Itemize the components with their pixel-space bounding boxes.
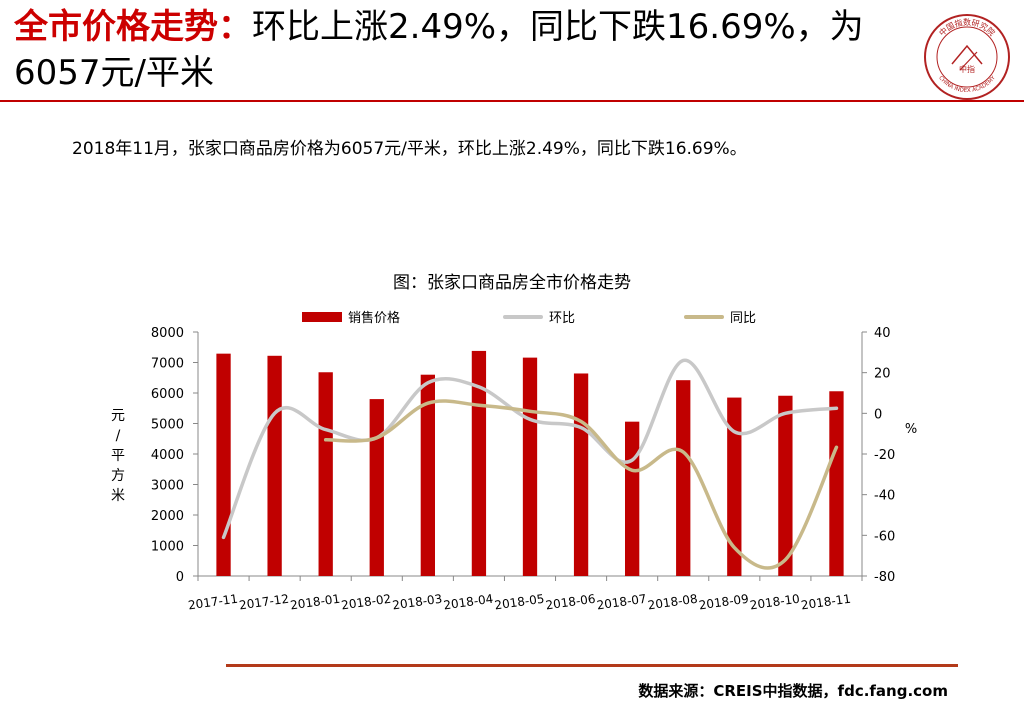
y-axis-label-char: 米 bbox=[111, 488, 125, 504]
legend-item-mom: 环比 bbox=[503, 307, 575, 326]
y-tick-label-right: -80 bbox=[874, 570, 895, 585]
x-tick-label: 2018-03 bbox=[391, 592, 443, 613]
x-tick-label: 2017-12 bbox=[238, 592, 290, 613]
legend-label-yoy: 同比 bbox=[730, 311, 757, 326]
legend-swatch-price bbox=[302, 311, 342, 322]
bar-price bbox=[676, 380, 691, 576]
bar-price bbox=[420, 374, 435, 576]
legend-swatch-yoy bbox=[684, 314, 724, 319]
y-tick-label-right: 0 bbox=[874, 407, 882, 422]
bar-price bbox=[727, 397, 742, 576]
bar-price bbox=[369, 399, 384, 576]
x-tick-label: 2018-07 bbox=[596, 592, 648, 613]
y-tick-label-left: 6000 bbox=[151, 387, 184, 402]
bar-price bbox=[829, 391, 844, 576]
footer-divider bbox=[226, 664, 958, 667]
bar-price bbox=[216, 353, 231, 576]
x-tick-label: 2018-09 bbox=[698, 592, 750, 613]
page-title: 全市价格走势：环比上涨2.49%，同比下跌16.69%，为6057元/平米 bbox=[14, 4, 904, 96]
bar-price bbox=[522, 357, 538, 576]
bar-price bbox=[778, 395, 793, 576]
y-tick-label-right: -60 bbox=[874, 529, 895, 544]
y-tick-label-right: 20 bbox=[874, 367, 891, 382]
y-axis-label-char: / bbox=[116, 428, 121, 444]
legend-item-price: 销售价格 bbox=[302, 307, 400, 326]
x-tick-label: 2018-06 bbox=[545, 592, 597, 613]
y-tick-label-left: 8000 bbox=[151, 326, 184, 341]
y-tick-label-left: 3000 bbox=[151, 479, 184, 494]
legend-item-yoy: 同比 bbox=[684, 307, 756, 326]
y-tick-label-left: 7000 bbox=[151, 357, 184, 372]
legend-swatch-mom bbox=[503, 314, 543, 319]
y-tick-label-right: 40 bbox=[874, 326, 891, 341]
y-tick-label-left: 0 bbox=[176, 570, 184, 585]
line-yoy bbox=[323, 399, 839, 570]
x-tick-label: 2018-02 bbox=[340, 592, 392, 613]
title-rest: 环比上涨2.49%，同比下跌16.69%，为6057元/平米 bbox=[14, 7, 864, 93]
data-source: 数据来源：CREIS中指数据，fdc.fang.com bbox=[638, 682, 948, 700]
legend-label-price: 销售价格 bbox=[348, 311, 401, 326]
y-tick-label-left: 1000 bbox=[151, 540, 184, 555]
y-tick-label-left: 4000 bbox=[151, 448, 184, 463]
chart-title: 图：张家口商品房全市价格走势 bbox=[393, 273, 631, 293]
x-tick-label: 2018-10 bbox=[749, 592, 801, 613]
logo-center: 中指 bbox=[959, 64, 975, 74]
x-tick-label: 2018-05 bbox=[494, 592, 546, 613]
legend-label-mom: 环比 bbox=[549, 311, 576, 326]
header-divider bbox=[0, 100, 1024, 102]
y-tick-label-left: 5000 bbox=[151, 418, 184, 433]
bar-price bbox=[573, 373, 589, 576]
x-tick-label: 2017-11 bbox=[187, 592, 239, 613]
y-tick-label-right: -20 bbox=[874, 448, 895, 463]
y-axis-label-char: 平 bbox=[111, 448, 125, 464]
y-axis-label-char: 元 bbox=[111, 408, 125, 424]
title-highlight: 全市价格走势： bbox=[14, 7, 252, 47]
x-tick-label: 2018-11 bbox=[800, 592, 852, 613]
logo: 中国指数研究院 CHINA INDEX ACADEMY 中指 bbox=[924, 14, 1010, 100]
bar-price bbox=[318, 372, 333, 576]
x-tick-label: 2018-01 bbox=[289, 592, 341, 613]
summary-text: 2018年11月，张家口商品房价格为6057元/平米，环比上涨2.49%，同比下… bbox=[72, 139, 747, 159]
y2-axis-label: % bbox=[905, 422, 917, 437]
bar-price bbox=[625, 421, 640, 576]
line-mom bbox=[221, 358, 839, 540]
x-tick-label: 2018-08 bbox=[647, 592, 699, 613]
y-axis-label-char: 方 bbox=[111, 468, 125, 484]
x-tick-label: 2018-04 bbox=[443, 592, 495, 613]
y-tick-label-left: 2000 bbox=[151, 509, 184, 524]
bar-price bbox=[267, 355, 282, 576]
y-tick-label-right: -40 bbox=[874, 489, 895, 504]
